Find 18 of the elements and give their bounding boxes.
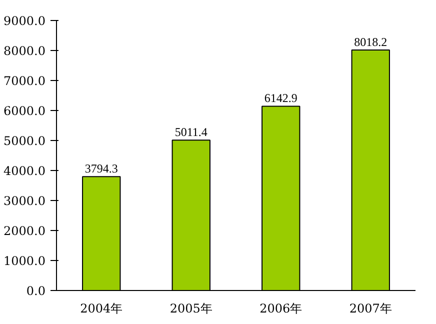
y-tick-label: 3000.0	[4, 194, 46, 208]
y-tick-label: 9000.0	[4, 14, 46, 28]
y-tick-label: 4000.0	[4, 164, 46, 178]
x-tick-label: 2005年	[170, 302, 212, 316]
y-tick-label: 2000.0	[4, 224, 46, 238]
y-tick-label: 5000.0	[4, 134, 46, 148]
data-label: 5011.4	[174, 125, 208, 140]
data-label: 3794.3	[84, 162, 118, 176]
x-tick-label: 2004年	[80, 302, 123, 316]
y-tick-label: 8000.0	[4, 44, 46, 58]
data-label: 8018.2	[354, 34, 388, 49]
x-tick-label: 2006年	[260, 302, 302, 316]
x-tick-label: 2007年	[349, 302, 392, 316]
y-tick-label: 1000.0	[4, 254, 46, 268]
y-tick-label: 6000.0	[4, 104, 46, 118]
y-tick-label: 7000.0	[4, 74, 46, 88]
y-tick-label: 0.0	[26, 284, 46, 298]
data-label: 6142.9	[264, 91, 298, 106]
